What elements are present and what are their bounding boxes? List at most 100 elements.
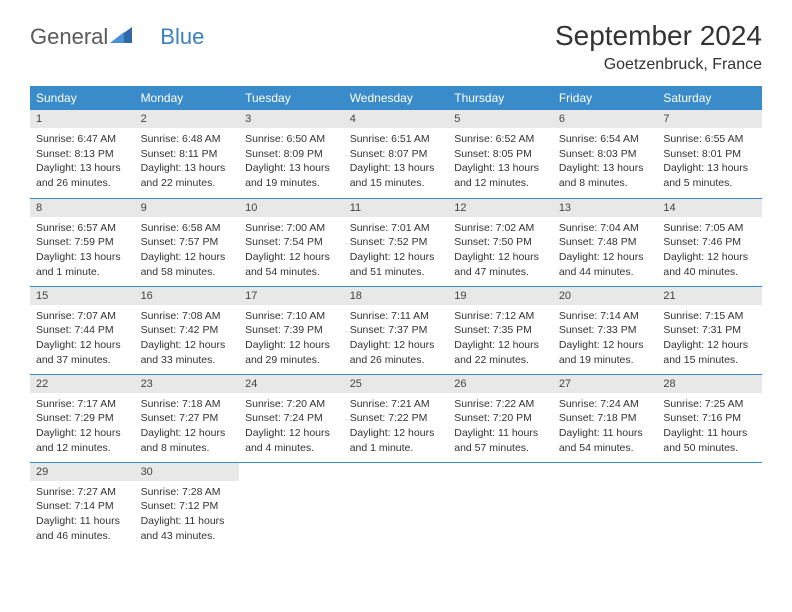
day-details: Sunrise: 7:28 AMSunset: 7:12 PMDaylight:… <box>135 481 240 550</box>
day-header: Wednesday <box>344 86 449 110</box>
day-details: Sunrise: 6:54 AMSunset: 8:03 PMDaylight:… <box>553 128 658 197</box>
day-details: Sunrise: 6:57 AMSunset: 7:59 PMDaylight:… <box>30 217 135 286</box>
day-details: Sunrise: 6:48 AMSunset: 8:11 PMDaylight:… <box>135 128 240 197</box>
day-cell: 18Sunrise: 7:11 AMSunset: 7:37 PMDayligh… <box>344 286 449 374</box>
day-number: 7 <box>657 110 762 128</box>
day-cell <box>239 462 344 550</box>
day-number: 30 <box>135 463 240 481</box>
day-number: 17 <box>239 287 344 305</box>
day-number: 18 <box>344 287 449 305</box>
day-cell: 8Sunrise: 6:57 AMSunset: 7:59 PMDaylight… <box>30 198 135 286</box>
day-cell: 17Sunrise: 7:10 AMSunset: 7:39 PMDayligh… <box>239 286 344 374</box>
month-title: September 2024 <box>555 20 762 52</box>
day-number: 10 <box>239 199 344 217</box>
week-row: 1Sunrise: 6:47 AMSunset: 8:13 PMDaylight… <box>30 110 762 198</box>
week-row: 15Sunrise: 7:07 AMSunset: 7:44 PMDayligh… <box>30 286 762 374</box>
day-cell: 12Sunrise: 7:02 AMSunset: 7:50 PMDayligh… <box>448 198 553 286</box>
day-header: Thursday <box>448 86 553 110</box>
day-cell: 29Sunrise: 7:27 AMSunset: 7:14 PMDayligh… <box>30 462 135 550</box>
day-cell: 13Sunrise: 7:04 AMSunset: 7:48 PMDayligh… <box>553 198 658 286</box>
day-details: Sunrise: 6:58 AMSunset: 7:57 PMDaylight:… <box>135 217 240 286</box>
day-details: Sunrise: 7:22 AMSunset: 7:20 PMDaylight:… <box>448 393 553 462</box>
day-cell: 27Sunrise: 7:24 AMSunset: 7:18 PMDayligh… <box>553 374 658 462</box>
day-header: Tuesday <box>239 86 344 110</box>
day-cell: 4Sunrise: 6:51 AMSunset: 8:07 PMDaylight… <box>344 110 449 198</box>
day-number: 13 <box>553 199 658 217</box>
day-cell: 14Sunrise: 7:05 AMSunset: 7:46 PMDayligh… <box>657 198 762 286</box>
day-number: 4 <box>344 110 449 128</box>
page-header: General Blue September 2024 Goetzenbruck… <box>30 20 762 74</box>
day-number: 15 <box>30 287 135 305</box>
location-label: Goetzenbruck, France <box>555 56 762 74</box>
day-number: 9 <box>135 199 240 217</box>
day-details: Sunrise: 6:51 AMSunset: 8:07 PMDaylight:… <box>344 128 449 197</box>
day-cell: 22Sunrise: 7:17 AMSunset: 7:29 PMDayligh… <box>30 374 135 462</box>
day-details: Sunrise: 6:50 AMSunset: 8:09 PMDaylight:… <box>239 128 344 197</box>
day-number: 16 <box>135 287 240 305</box>
day-number: 3 <box>239 110 344 128</box>
day-number: 19 <box>448 287 553 305</box>
day-number: 2 <box>135 110 240 128</box>
day-number: 8 <box>30 199 135 217</box>
brand-logo: General Blue <box>30 24 204 50</box>
day-details: Sunrise: 7:25 AMSunset: 7:16 PMDaylight:… <box>657 393 762 462</box>
day-cell: 15Sunrise: 7:07 AMSunset: 7:44 PMDayligh… <box>30 286 135 374</box>
day-details: Sunrise: 7:04 AMSunset: 7:48 PMDaylight:… <box>553 217 658 286</box>
day-details: Sunrise: 6:55 AMSunset: 8:01 PMDaylight:… <box>657 128 762 197</box>
day-cell <box>657 462 762 550</box>
title-block: September 2024 Goetzenbruck, France <box>555 20 762 74</box>
day-header: Saturday <box>657 86 762 110</box>
logo-triangle-icon <box>110 27 132 48</box>
day-cell: 6Sunrise: 6:54 AMSunset: 8:03 PMDaylight… <box>553 110 658 198</box>
day-number: 1 <box>30 110 135 128</box>
day-number: 22 <box>30 375 135 393</box>
day-details: Sunrise: 7:08 AMSunset: 7:42 PMDaylight:… <box>135 305 240 374</box>
day-number: 25 <box>344 375 449 393</box>
day-cell: 24Sunrise: 7:20 AMSunset: 7:24 PMDayligh… <box>239 374 344 462</box>
day-number: 12 <box>448 199 553 217</box>
day-cell: 9Sunrise: 6:58 AMSunset: 7:57 PMDaylight… <box>135 198 240 286</box>
day-cell: 3Sunrise: 6:50 AMSunset: 8:09 PMDaylight… <box>239 110 344 198</box>
day-number: 6 <box>553 110 658 128</box>
day-header: Monday <box>135 86 240 110</box>
day-details: Sunrise: 7:12 AMSunset: 7:35 PMDaylight:… <box>448 305 553 374</box>
day-details: Sunrise: 7:17 AMSunset: 7:29 PMDaylight:… <box>30 393 135 462</box>
calendar-page: General Blue September 2024 Goetzenbruck… <box>0 0 792 570</box>
day-details: Sunrise: 7:18 AMSunset: 7:27 PMDaylight:… <box>135 393 240 462</box>
day-number: 11 <box>344 199 449 217</box>
day-details: Sunrise: 7:24 AMSunset: 7:18 PMDaylight:… <box>553 393 658 462</box>
calendar-table: Sunday Monday Tuesday Wednesday Thursday… <box>30 86 762 550</box>
day-details: Sunrise: 7:10 AMSunset: 7:39 PMDaylight:… <box>239 305 344 374</box>
day-cell: 5Sunrise: 6:52 AMSunset: 8:05 PMDaylight… <box>448 110 553 198</box>
day-number: 23 <box>135 375 240 393</box>
day-number: 27 <box>553 375 658 393</box>
day-number: 29 <box>30 463 135 481</box>
day-details: Sunrise: 6:52 AMSunset: 8:05 PMDaylight:… <box>448 128 553 197</box>
day-details: Sunrise: 7:21 AMSunset: 7:22 PMDaylight:… <box>344 393 449 462</box>
day-details: Sunrise: 7:07 AMSunset: 7:44 PMDaylight:… <box>30 305 135 374</box>
day-cell: 1Sunrise: 6:47 AMSunset: 8:13 PMDaylight… <box>30 110 135 198</box>
week-row: 8Sunrise: 6:57 AMSunset: 7:59 PMDaylight… <box>30 198 762 286</box>
day-cell: 21Sunrise: 7:15 AMSunset: 7:31 PMDayligh… <box>657 286 762 374</box>
day-header: Sunday <box>30 86 135 110</box>
day-details: Sunrise: 7:27 AMSunset: 7:14 PMDaylight:… <box>30 481 135 550</box>
day-cell: 7Sunrise: 6:55 AMSunset: 8:01 PMDaylight… <box>657 110 762 198</box>
day-number: 5 <box>448 110 553 128</box>
day-cell <box>344 462 449 550</box>
day-number: 14 <box>657 199 762 217</box>
week-row: 29Sunrise: 7:27 AMSunset: 7:14 PMDayligh… <box>30 462 762 550</box>
day-cell: 11Sunrise: 7:01 AMSunset: 7:52 PMDayligh… <box>344 198 449 286</box>
day-cell <box>553 462 658 550</box>
day-number: 24 <box>239 375 344 393</box>
day-cell: 26Sunrise: 7:22 AMSunset: 7:20 PMDayligh… <box>448 374 553 462</box>
day-cell: 30Sunrise: 7:28 AMSunset: 7:12 PMDayligh… <box>135 462 240 550</box>
day-cell: 25Sunrise: 7:21 AMSunset: 7:22 PMDayligh… <box>344 374 449 462</box>
day-number: 20 <box>553 287 658 305</box>
day-cell: 2Sunrise: 6:48 AMSunset: 8:11 PMDaylight… <box>135 110 240 198</box>
logo-text-general: General <box>30 24 108 50</box>
day-details: Sunrise: 7:14 AMSunset: 7:33 PMDaylight:… <box>553 305 658 374</box>
day-number: 28 <box>657 375 762 393</box>
day-details: Sunrise: 7:15 AMSunset: 7:31 PMDaylight:… <box>657 305 762 374</box>
day-cell <box>448 462 553 550</box>
day-cell: 20Sunrise: 7:14 AMSunset: 7:33 PMDayligh… <box>553 286 658 374</box>
